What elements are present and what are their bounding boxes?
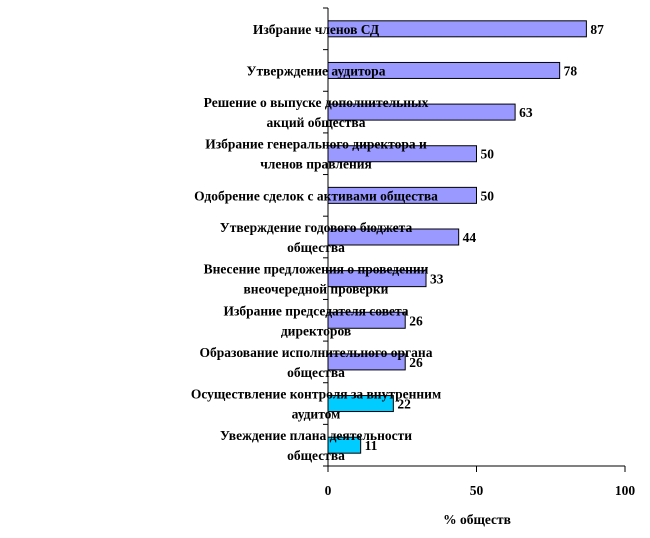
category-label-line: Одобрение сделок с активами общества xyxy=(194,188,438,203)
value-label: 50 xyxy=(481,188,495,203)
category-labels-layer: Избрание членов СД Утверждение аудитора Ре… xyxy=(191,22,441,463)
x-tick-label: 100 xyxy=(615,483,636,498)
category-label: Одобрение сделок с активами общества xyxy=(194,188,438,203)
category-label: Решение о выпуске дополнительных акций об… xyxy=(204,95,429,130)
category-label-line: общества xyxy=(287,448,345,463)
category-label-line: Увеждение плана деятельности xyxy=(220,428,412,443)
category-label: Увеждение плана деятельности общества xyxy=(220,428,412,463)
value-label: 87 xyxy=(590,22,604,37)
category-label-line: Внесение предложения о проведении xyxy=(204,262,429,277)
category-label-line: общества xyxy=(287,365,345,380)
category-label-line: аудитом xyxy=(292,407,341,422)
category-label-line: общества xyxy=(287,240,345,255)
value-label: 11 xyxy=(365,438,378,453)
category-label-line: Избрание председателя совета xyxy=(223,303,408,318)
value-label: 78 xyxy=(564,63,578,78)
category-label-line: акций общества xyxy=(267,115,366,130)
value-labels-layer: 87 78 63 50 50 44 33 26 26 22 11 xyxy=(365,22,604,453)
value-label: 26 xyxy=(409,355,423,370)
x-axis-title: % обществ xyxy=(443,512,511,527)
category-label-line: Образование исполнительного органа xyxy=(200,345,433,360)
category-label-line: Решение о выпуске дополнительных xyxy=(204,95,429,110)
category-label: Избрание председателя совета директоров xyxy=(223,303,408,338)
value-label: 33 xyxy=(430,272,444,287)
value-label: 22 xyxy=(397,397,411,412)
category-label: Избрание членов СД xyxy=(253,22,380,37)
x-tick-label: 50 xyxy=(470,483,484,498)
category-label-line: Избрание генерального директора и xyxy=(205,137,427,152)
x-tick-label: 0 xyxy=(325,483,332,498)
category-label-line: Утверждение аудитора xyxy=(247,63,386,78)
category-label-line: Утверждение годового бюджета xyxy=(220,220,413,235)
value-label: 26 xyxy=(409,313,423,328)
category-label: Внесение предложения о проведении внеочер… xyxy=(204,262,429,297)
value-label: 44 xyxy=(463,230,477,245)
category-label: Утверждение аудитора xyxy=(247,63,386,78)
category-label-line: директоров xyxy=(281,323,351,338)
category-label: Избрание генерального директора и членов … xyxy=(205,137,427,172)
value-label: 63 xyxy=(519,105,533,120)
category-label-line: Осуществление контроля за внутренним xyxy=(191,387,441,402)
category-label: Образование исполнительного органа общест… xyxy=(200,345,433,380)
category-label-line: членов правления xyxy=(260,157,372,172)
category-label: Утверждение годового бюджета общества xyxy=(220,220,413,255)
x-axis: 0 50 100 xyxy=(323,7,636,498)
value-label: 50 xyxy=(481,147,495,162)
category-label-line: Избрание членов СД xyxy=(253,22,380,37)
category-label-line: внеочередной проверки xyxy=(244,282,389,297)
